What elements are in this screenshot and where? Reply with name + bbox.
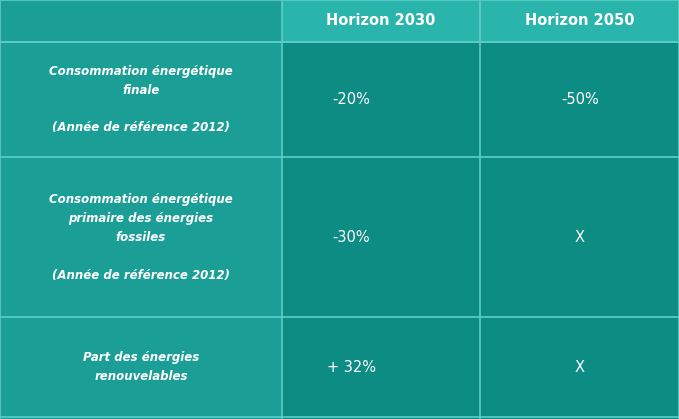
Text: -20%: -20% xyxy=(332,92,370,107)
Bar xyxy=(282,42,480,157)
Text: Consommation énergétique
finale

(Année de référence 2012): Consommation énergétique finale (Année d… xyxy=(49,65,233,134)
Text: -30%: -30% xyxy=(333,230,370,245)
Bar xyxy=(480,0,679,42)
Bar xyxy=(480,42,679,157)
Text: Consommation énergétique
primaire des énergies
fossiles

(Année de référence 201: Consommation énergétique primaire des én… xyxy=(49,192,233,282)
Bar xyxy=(0,157,282,317)
Bar xyxy=(480,317,679,417)
Bar xyxy=(282,317,480,417)
Bar xyxy=(0,317,282,417)
Bar xyxy=(480,157,679,317)
Bar xyxy=(0,417,282,419)
Text: Part des énergies
renouvelables: Part des énergies renouvelables xyxy=(83,351,199,383)
Bar xyxy=(0,0,282,42)
Bar xyxy=(282,157,480,317)
Text: X: X xyxy=(574,230,585,245)
Text: Horizon 2030: Horizon 2030 xyxy=(327,13,436,28)
Text: Horizon 2050: Horizon 2050 xyxy=(525,13,634,28)
Text: -50%: -50% xyxy=(561,92,599,107)
Bar xyxy=(0,42,282,157)
Bar xyxy=(480,417,679,419)
Bar xyxy=(282,417,480,419)
Bar xyxy=(282,0,480,42)
Text: + 32%: + 32% xyxy=(327,360,375,375)
Text: X: X xyxy=(574,360,585,375)
